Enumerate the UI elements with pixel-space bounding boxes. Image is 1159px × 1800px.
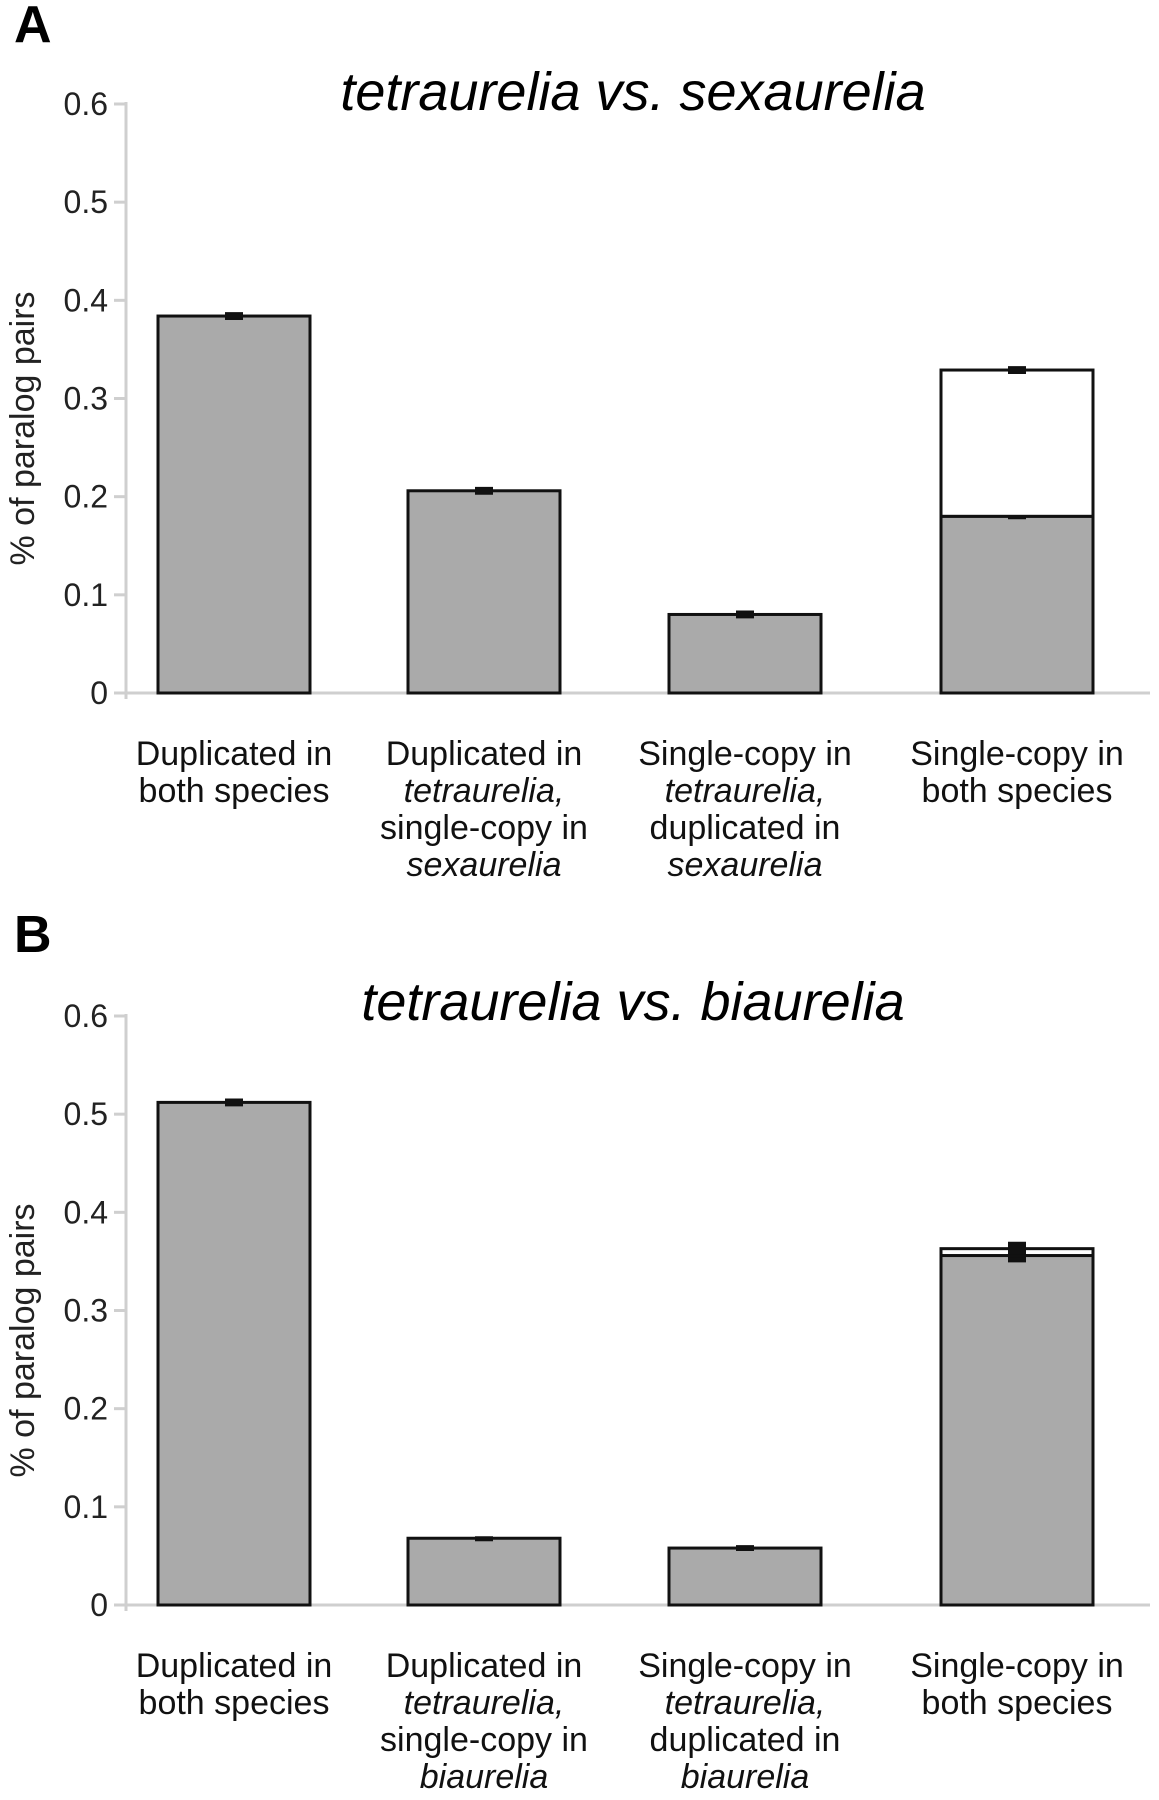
y-axis-label: % of paralog pairs (4, 1203, 42, 1477)
bar-segment (939, 1254, 1095, 1607)
y-tick-label: 0 (90, 1587, 108, 1623)
y-tick-label: 0.1 (64, 577, 108, 613)
y-tick-label: 0.5 (64, 184, 108, 220)
category-label: Single-copy in both species (910, 1647, 1124, 1722)
error-bar-body (1008, 1242, 1026, 1255)
error-bar-body (225, 1099, 243, 1106)
panel-letter: B (14, 906, 52, 964)
error-bar-body (736, 611, 754, 618)
bar-segment (156, 1100, 312, 1607)
y-tick-label: 0 (90, 675, 108, 711)
error-bar-body (475, 1537, 493, 1542)
y-tick-label: 0.6 (64, 998, 108, 1034)
chart-title: tetraurelia vs. biaurelia (361, 972, 904, 1032)
bar-segment (406, 489, 562, 695)
category-label: Duplicated in both species (136, 735, 333, 810)
y-tick-label: 0.1 (64, 1489, 108, 1525)
bar-segment (156, 314, 312, 695)
y-axis-label: % of paralog pairs (4, 291, 42, 565)
category-label: Duplicated in both species (136, 1647, 333, 1722)
chart-title: tetraurelia vs. sexaurelia (340, 62, 925, 122)
y-tick-label: 0.2 (64, 1391, 108, 1427)
bar-segment (667, 1546, 823, 1607)
bar-segment (939, 514, 1095, 695)
y-tick-label: 0.4 (64, 282, 108, 318)
category-label: Single-copy in tetraurelia, duplicated in s… (638, 735, 852, 884)
y-tick-label: 0.4 (64, 1194, 108, 1230)
y-tick-label: 0.2 (64, 479, 108, 515)
category-label: Duplicated in tetraurelia, single-copy in s… (380, 735, 588, 884)
bar-segment (939, 368, 1095, 518)
category-label: Single-copy in both species (910, 735, 1124, 810)
bar-segment (406, 1536, 562, 1607)
y-tick-label: 0.6 (64, 86, 108, 122)
y-tick-label: 0.3 (64, 381, 108, 417)
panel-letter: A (14, 0, 52, 54)
y-tick-label: 0.3 (64, 1293, 108, 1329)
category-label: Single-copy in tetraurelia, duplicated in b… (638, 1647, 852, 1796)
error-bar-body (475, 487, 493, 494)
bar-segment (667, 612, 823, 695)
category-label: Duplicated in tetraurelia, single-copy in b… (380, 1647, 588, 1796)
y-tick-label: 0.5 (64, 1096, 108, 1132)
error-bar-body (1008, 367, 1026, 373)
error-bar-body (225, 313, 243, 319)
error-bar-body (736, 1546, 754, 1551)
